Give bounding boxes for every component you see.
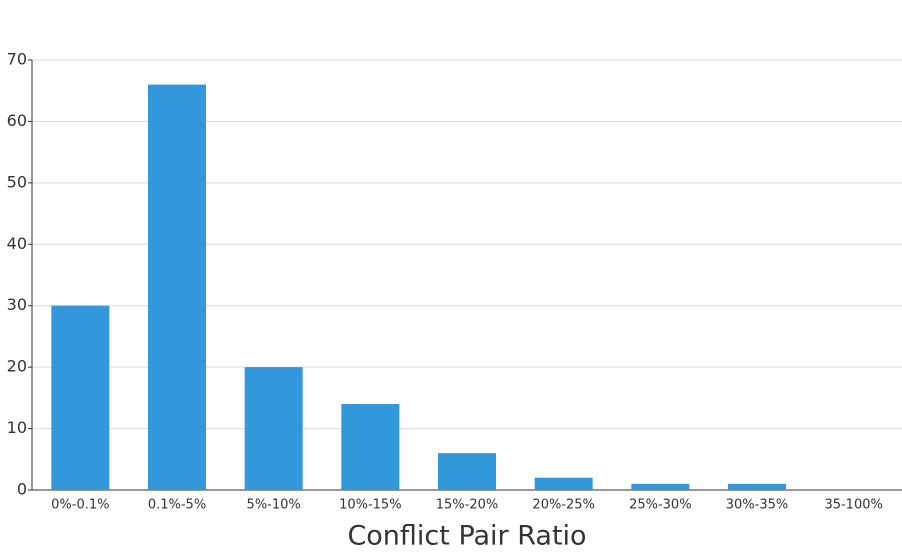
bar <box>148 84 206 491</box>
x-tick-label: 0.1%-5% <box>148 498 206 513</box>
y-tick-label: 40 <box>7 234 27 253</box>
x-tick-label: 35-100% <box>824 498 882 513</box>
x-tick-label: 20%-25% <box>532 498 594 513</box>
y-tick-label: 60 <box>7 111 27 130</box>
x-tick-label: 10%-15% <box>339 498 401 513</box>
y-tick-label: 30 <box>7 295 27 314</box>
x-axis-title: Conflict Pair Ratio <box>347 521 586 552</box>
bar <box>534 477 593 490</box>
x-tick-label: 0%-0.1% <box>51 498 109 513</box>
bar <box>244 367 303 490</box>
y-tick-label: 50 <box>7 172 27 191</box>
x-tick-label: 25%-30% <box>629 498 691 513</box>
bar <box>51 305 110 490</box>
y-tick-label: 0 <box>17 480 27 499</box>
bar <box>438 453 496 490</box>
bar <box>728 483 786 490</box>
y-tick-label: 20 <box>7 357 27 376</box>
y-tick-label: 70 <box>7 50 27 69</box>
x-tick-label: 15%-20% <box>436 498 498 513</box>
bar <box>341 404 400 490</box>
y-tick-label: 10 <box>7 418 27 437</box>
x-tick-label: 5%-10% <box>247 498 301 513</box>
x-tick-label: 30%-35% <box>726 498 788 513</box>
bar <box>631 483 690 490</box>
